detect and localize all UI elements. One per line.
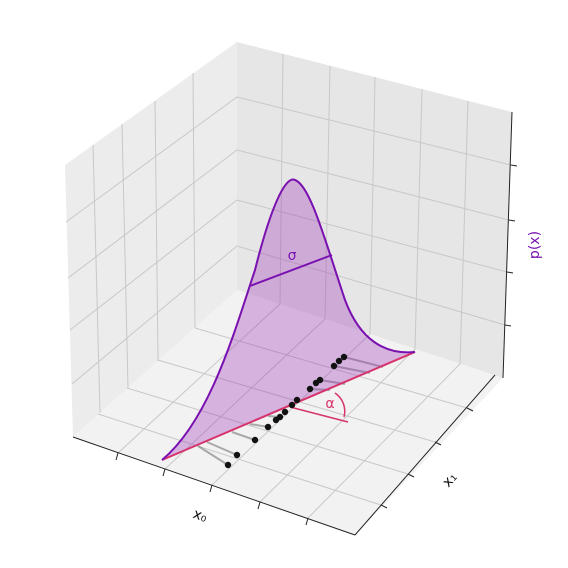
- point: [233, 451, 241, 459]
- grid-line: [92, 144, 101, 414]
- direction-line: [161, 351, 416, 461]
- tick: [257, 501, 261, 510]
- grid-line: [69, 199, 238, 331]
- projections: [197, 356, 384, 466]
- grid-line: [307, 363, 461, 519]
- z-axis-line: [502, 111, 513, 379]
- stem: [206, 441, 238, 456]
- grid-line: [414, 88, 423, 350]
- point: [264, 423, 272, 431]
- grid-line: [194, 327, 468, 409]
- tick: [380, 504, 388, 509]
- point: [288, 401, 296, 409]
- alpha-arc: [334, 392, 346, 418]
- density-curve: [161, 178, 416, 461]
- z-axis-label: p(x): [527, 231, 543, 259]
- y-axis-line: [354, 374, 496, 536]
- points: [224, 353, 348, 469]
- tick: [504, 324, 512, 327]
- stem: [197, 445, 229, 466]
- tick: [209, 484, 213, 493]
- sigma-line: [249, 254, 333, 287]
- stem: [343, 356, 384, 368]
- grid-line: [259, 348, 416, 503]
- point: [276, 413, 284, 421]
- x-axis-label: x₀: [191, 506, 210, 526]
- tick: [162, 468, 166, 477]
- right-pane: [237, 42, 512, 378]
- tick: [508, 219, 516, 222]
- grid-line: [67, 149, 238, 279]
- reference-line: [289, 406, 349, 423]
- grid-line: [154, 100, 159, 362]
- point: [335, 357, 343, 365]
- density-fill: [162, 179, 415, 460]
- point: [316, 376, 324, 384]
- grid-line: [121, 123, 129, 389]
- stem: [333, 365, 371, 374]
- grid-line: [369, 76, 376, 335]
- point: [340, 353, 348, 361]
- tick: [506, 271, 514, 274]
- grid-line: [117, 303, 281, 454]
- point: [306, 385, 314, 393]
- y-axis-label: x₁: [439, 469, 460, 490]
- grid-line: [459, 100, 469, 365]
- sigma-label: σ: [288, 248, 297, 264]
- tick: [510, 164, 518, 167]
- grid-line: [126, 387, 409, 475]
- alpha-label: α: [325, 396, 334, 412]
- tick: [407, 473, 415, 478]
- grid-line: [71, 245, 238, 385]
- axes: [72, 111, 518, 536]
- grid-line: [65, 96, 238, 223]
- grid-line: [192, 72, 196, 329]
- grid-line: [324, 65, 331, 320]
- point: [251, 436, 259, 444]
- tick: [466, 407, 474, 412]
- tick: [305, 517, 309, 526]
- point: [281, 408, 289, 416]
- tick: [434, 441, 442, 446]
- grid-line: [97, 413, 382, 506]
- tick: [115, 452, 119, 461]
- stem: [231, 431, 256, 441]
- point: [293, 396, 301, 404]
- grid-line: [279, 53, 284, 305]
- point: [224, 461, 232, 469]
- point: [330, 362, 338, 370]
